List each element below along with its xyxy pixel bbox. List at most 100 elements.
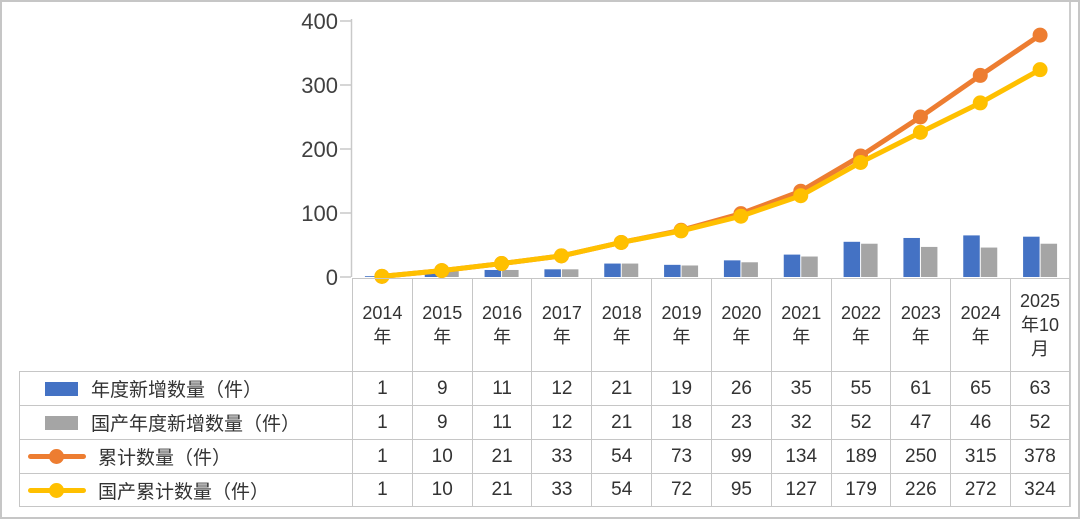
value-cell: 127 [770,473,831,507]
bar-series-0-cat-1 [424,271,442,277]
value-cell: 324 [1010,473,1070,507]
bar-series-1-cat-11 [1040,243,1058,277]
bar-series-0-cat-6 [723,260,741,277]
value-cell: 21 [471,473,532,507]
marker-series-2-cat-4 [613,234,629,250]
legend-line-marker [49,449,64,464]
value-cell: 250 [890,439,951,473]
marker-series-3-cat-11 [1032,62,1048,78]
category-label: 2024年 [950,278,1011,371]
value-cell: 52 [1010,405,1070,439]
value-cell: 19 [651,371,711,405]
bar-series-1-cat-6 [741,262,758,277]
value-cell: 55 [830,371,891,405]
value-cell: 95 [710,473,771,507]
value-cell: 99 [710,439,771,473]
value-cell: 10 [411,473,472,507]
marker-series-2-cat-1 [434,263,450,279]
bar-series-0-cat-5 [664,264,681,277]
series-label-cell: 国产累计数量（件） [19,473,352,507]
value-cell: 21 [591,405,652,439]
series-label-cell: 年度新增数量（件） [19,371,352,405]
marker-series-2-cat-3 [553,248,569,264]
value-cell: 26 [710,371,771,405]
marker-series-3-cat-8 [853,154,869,170]
value-cell: 1 [352,371,412,405]
value-cell: 21 [591,371,652,405]
category-label: 2018年 [591,278,652,371]
series-name: 累计数量（件） [98,448,232,469]
value-cell: 179 [830,473,891,507]
marker-series-2-cat-2 [494,256,510,272]
category-label: 2025年10月 [1010,278,1070,371]
series-label-cell: 累计数量（件） [19,439,352,473]
value-cell: 61 [890,371,951,405]
marker-series-3-cat-4 [613,234,629,250]
value-cell: 47 [890,405,951,439]
marker-series-3-cat-1 [434,263,450,279]
series-name: 国产年度新增数量（件） [91,414,301,435]
marker-series-2-cat-10 [972,67,988,83]
value-cell: 54 [591,439,652,473]
line-series-3 [379,67,1043,279]
bar-series-0-cat-2 [484,269,502,277]
legend-key-bar-0 [45,381,78,396]
value-cell: 12 [531,371,592,405]
series-label-cell: 国产年度新增数量（件） [19,405,352,439]
value-cell: 63 [1010,371,1070,405]
category-label: 2015年 [411,278,472,371]
series-name: 国产累计数量（件） [98,481,270,503]
value-cell: 35 [770,371,831,405]
value-cell: 73 [651,439,711,473]
plot-right-border [1069,2,1071,507]
category-label: 2022年 [830,278,891,371]
value-cell: 52 [830,405,891,439]
value-cell: 1 [352,439,412,473]
value-cell: 32 [770,405,831,439]
marker-series-3-cat-7 [793,188,809,204]
category-label: 2021年 [770,278,831,371]
bar-series-1-cat-2 [502,269,519,277]
marker-series-2-cat-6 [733,206,749,222]
category-label: 2019年 [651,278,711,371]
table-corner-spacer [19,278,352,371]
value-cell: 315 [950,439,1011,473]
bar-series-0-cat-10 [963,235,980,277]
bar-series-0-cat-4 [604,263,621,277]
value-cell: 33 [531,473,592,507]
y-axis-tick-label: 300 [301,73,338,98]
bar-series-0-cat-8 [843,241,861,277]
data-table: 2014年 2015年 2016年 2017年 2018年 2019年 2020年 2021年… [19,278,1070,507]
bar-series-1-cat-4 [621,263,639,277]
bar-series-1-cat-8 [861,243,878,277]
marker-series-3-cat-6 [733,208,749,224]
marker-series-2-cat-7 [793,183,809,199]
bar-series-1-cat-5 [681,265,699,277]
marker-series-3-cat-5 [673,223,689,239]
line-series-2 [379,32,1043,279]
y-axis-tick-label: 400 [301,9,338,34]
value-cell: 23 [710,405,771,439]
value-cell: 226 [890,473,951,507]
marker-series-2-cat-11 [1032,27,1048,43]
bar-series-0-cat-3 [544,269,561,277]
y-axis-tick-label: 200 [301,137,338,162]
marker-series-3-cat-10 [972,95,988,111]
bar-series-1-cat-0 [382,276,399,277]
value-cell: 9 [411,371,472,405]
value-cell: 9 [411,405,472,439]
value-cell: 10 [411,439,472,473]
value-cell: 11 [471,405,532,439]
value-cell: 378 [1010,439,1070,473]
bar-series-0-cat-11 [1023,236,1040,277]
value-cell: 21 [471,439,532,473]
value-cell: 1 [352,405,412,439]
bar-series-1-cat-3 [561,269,579,277]
value-cell: 18 [651,405,711,439]
bar-series-1-cat-1 [442,271,459,277]
value-cell: 46 [950,405,1011,439]
marker-series-3-cat-2 [494,256,510,272]
marker-series-2-cat-8 [853,148,869,164]
